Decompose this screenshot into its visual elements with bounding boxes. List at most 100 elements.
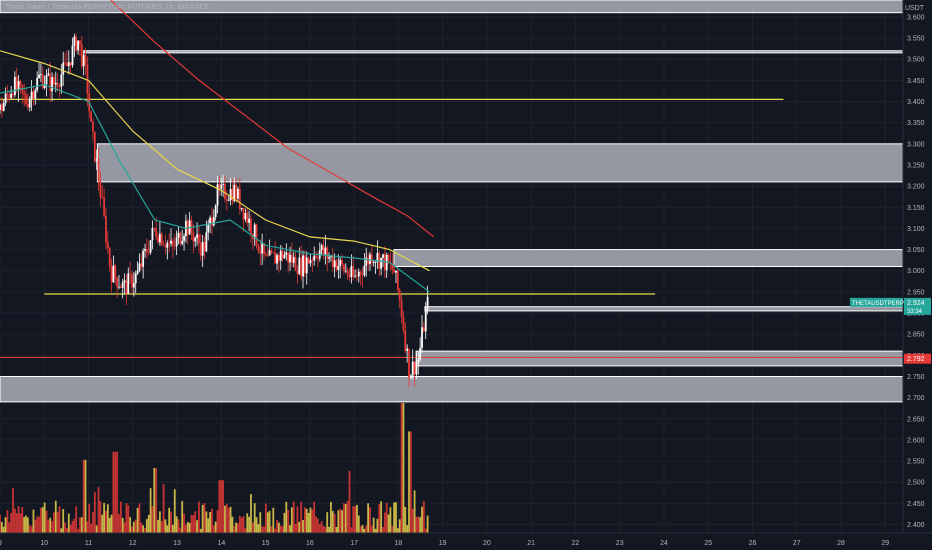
volume-bar [97,487,100,533]
time-tick-label: 24 [660,540,668,547]
volume-bar [285,501,288,533]
candle-body [8,94,11,98]
candle-body [144,248,146,251]
candle-body [145,248,148,253]
candle-body [131,274,133,288]
candle-body [298,257,301,274]
candle-body [90,111,92,122]
volume-bar [132,521,135,533]
volume-bar [272,507,275,533]
volume-bar [344,504,347,533]
candle-body [402,316,405,331]
candle-body [62,62,65,75]
candle-body [203,241,206,252]
candle-body [79,40,81,45]
volume-bar [276,519,278,533]
volume-bar [296,506,299,533]
volume-bar [419,517,422,533]
candle-body [380,257,383,269]
volume-bar [264,503,267,533]
price-axis [903,0,932,550]
volume-bar [67,513,70,533]
candle-body [166,242,169,248]
candle-body [123,280,126,283]
volume-bar [4,517,7,533]
volume-bar [66,527,68,533]
volume-bar [56,512,59,533]
candle-body [357,271,360,277]
candle-body [396,270,399,290]
candle-body [290,254,293,263]
candle-body [132,283,135,288]
candle-body [220,184,223,189]
volume-bar [417,516,420,533]
volume-bar [209,511,211,533]
candle-body [73,36,76,46]
volume-bar [110,514,113,533]
volume-bar [283,512,286,533]
candle-body [25,94,27,105]
volume-bar [220,480,223,533]
candle-body [367,257,370,264]
zone-box [424,306,904,312]
volume-bar [328,526,330,533]
candle-body [281,250,284,259]
candle-body [328,257,330,259]
volume-bar [376,518,379,533]
candle-body [227,200,230,201]
candle-body [317,257,319,259]
candle-body [211,217,213,226]
volume-bar [38,516,40,533]
candle-body [302,255,304,277]
volume-bar [79,517,81,533]
line-price-tag [904,353,931,364]
candle-body [183,236,185,241]
volume-bar [413,490,416,533]
volume-bar [350,527,353,533]
volume-bar [12,488,14,533]
volume-bar [179,527,182,533]
candle-body [417,359,420,363]
candle-body [229,189,232,201]
candle-body [71,45,74,66]
volume-bar [302,519,304,533]
candle-body [149,240,152,253]
candle-body [0,104,1,110]
candle-body [75,36,78,51]
candle-body [86,64,89,94]
price-tick-label: 2.700 [907,395,925,402]
zone-box [83,50,904,54]
candle-body [391,263,394,270]
price-tick-label: 2.950 [907,289,925,296]
candle-body [106,242,109,249]
volume-bar [188,522,191,533]
volume-bar [173,489,176,533]
candle-body [64,62,66,64]
volume-bar [422,501,425,533]
candle-body [408,348,410,379]
volume-bar [60,528,63,533]
volume-bar [225,503,228,533]
volume-bar [248,516,251,533]
volume-bar [229,506,232,533]
candle-body [158,233,161,243]
candle-body [205,232,208,252]
candle-body [207,224,210,233]
volume-bar [136,507,139,533]
candle-body [330,255,332,258]
volume-bar [242,516,245,533]
candle-body [95,158,98,162]
chart-title: Theta Token / TetherUS PERPETUAL FUTURES… [6,4,210,11]
candle-body [121,282,124,289]
volume-bar [127,505,130,533]
zone-box [0,375,904,403]
volume-bar [175,516,178,533]
candle-body [110,266,113,283]
price-tick-label: 3.300 [907,141,925,148]
volume-bar [2,526,5,533]
volume-bar [300,501,303,533]
candle-body [422,327,425,332]
volume-bar [222,480,224,533]
candle-body [103,197,106,216]
